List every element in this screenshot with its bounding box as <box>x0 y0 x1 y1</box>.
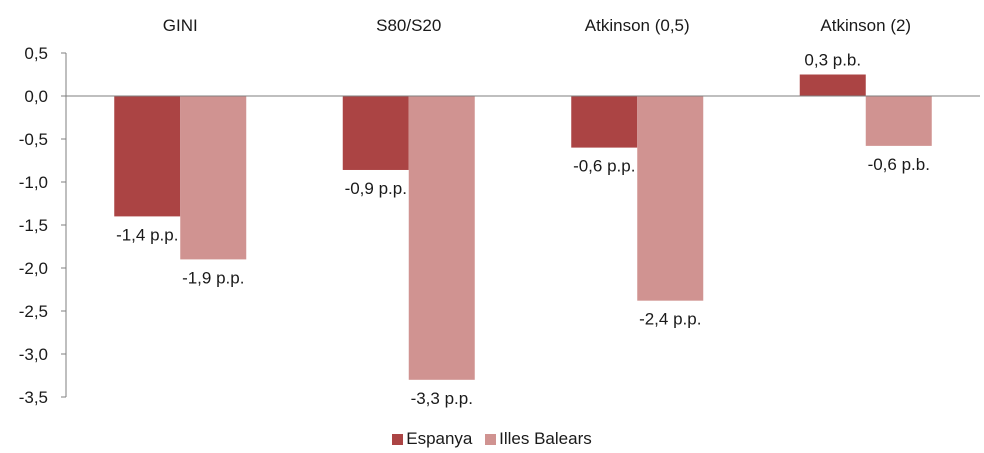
category-label: GINI <box>163 16 198 35</box>
bar <box>637 96 704 301</box>
data-label: 0,3 p.b. <box>804 51 861 70</box>
data-label: -0,9 p.p. <box>345 179 407 198</box>
y-tick-label: -1,5 <box>19 216 48 235</box>
data-label: -3,3 p.p. <box>411 389 473 408</box>
data-label: -2,4 p.p. <box>639 310 701 329</box>
data-label: -1,4 p.p. <box>116 225 178 244</box>
legend-item-illes-balears: Illes Balears <box>485 428 592 450</box>
y-tick-label: -0,5 <box>19 130 48 149</box>
y-tick-label: -2,5 <box>19 302 48 321</box>
bar <box>180 96 247 260</box>
data-labels: -1,4 p.p. -0,9 p.p. -0,6 p.p. 0,3 p.b. -1,9 … <box>116 51 930 408</box>
bar <box>571 96 638 148</box>
legend-swatch-espanya <box>392 434 404 445</box>
category-labels: GINI S80/S20 Atkinson (0,5) Atkinson (2) <box>163 16 911 35</box>
y-tick-label: -2,0 <box>19 259 48 278</box>
y-axis: 0,5 0,0 -0,5 -1,0 -1,5 -2,0 -2,5 -3,0 -3,5 <box>19 44 67 407</box>
legend-label-illes-balears: Illes Balears <box>499 429 592 448</box>
legend-swatch-illes-balears <box>485 434 497 445</box>
data-label: -1,9 p.p. <box>182 268 244 287</box>
category-label: Atkinson (0,5) <box>585 16 690 35</box>
bar <box>342 96 409 170</box>
y-tick-label: 0,0 <box>24 87 48 106</box>
data-label: -0,6 p.p. <box>573 157 635 176</box>
data-label: -0,6 p.b. <box>868 155 930 174</box>
category-label: S80/S20 <box>376 16 441 35</box>
y-tick-label: -3,0 <box>19 345 48 364</box>
bar <box>114 96 181 217</box>
bar <box>408 96 475 380</box>
bar <box>865 96 932 146</box>
y-tick-label: -3,5 <box>19 388 48 407</box>
legend: Espanya Illes Balears <box>0 428 984 450</box>
category-label: Atkinson (2) <box>820 16 911 35</box>
legend-label-espanya: Espanya <box>406 429 473 448</box>
y-tick-label: 0,5 <box>24 44 48 63</box>
bars <box>114 74 932 380</box>
y-tick-label: -1,0 <box>19 173 48 192</box>
legend-item-espanya: Espanya <box>392 428 472 450</box>
bar <box>799 74 866 96</box>
